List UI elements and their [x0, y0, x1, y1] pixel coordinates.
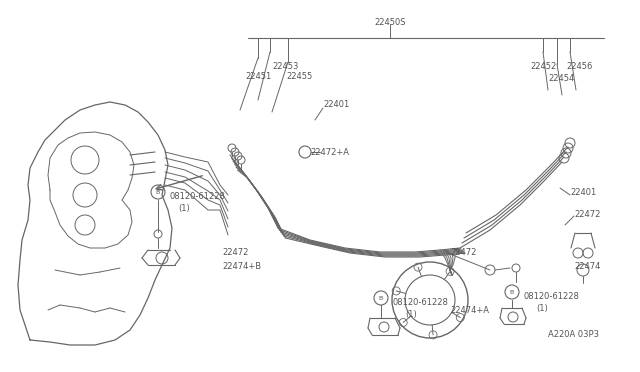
Text: B: B	[510, 289, 514, 295]
Text: 22401: 22401	[570, 188, 596, 197]
Text: A220A 03P3: A220A 03P3	[548, 330, 599, 339]
Text: 08120-61228: 08120-61228	[393, 298, 449, 307]
Text: 22472: 22472	[450, 248, 476, 257]
Text: 22472+A: 22472+A	[310, 148, 349, 157]
Text: 22452: 22452	[530, 62, 556, 71]
Text: 22450S: 22450S	[374, 18, 406, 27]
Text: B: B	[156, 189, 160, 195]
Text: B: B	[379, 295, 383, 301]
Text: 22474+A: 22474+A	[450, 306, 489, 315]
Text: (1): (1)	[405, 310, 417, 319]
Text: (1): (1)	[536, 304, 548, 313]
Text: 08120-61228: 08120-61228	[524, 292, 580, 301]
Text: 22453: 22453	[272, 62, 298, 71]
Text: 22472: 22472	[222, 248, 248, 257]
Text: 08120-61228: 08120-61228	[170, 192, 226, 201]
Text: 22456: 22456	[566, 62, 593, 71]
Text: 22451: 22451	[245, 72, 271, 81]
Text: 22474: 22474	[574, 262, 600, 271]
Text: (1): (1)	[178, 204, 189, 213]
Text: 22474+B: 22474+B	[222, 262, 261, 271]
Text: 22472: 22472	[574, 210, 600, 219]
Text: 22455: 22455	[286, 72, 312, 81]
Text: 22454: 22454	[548, 74, 574, 83]
Text: 22401: 22401	[323, 100, 349, 109]
